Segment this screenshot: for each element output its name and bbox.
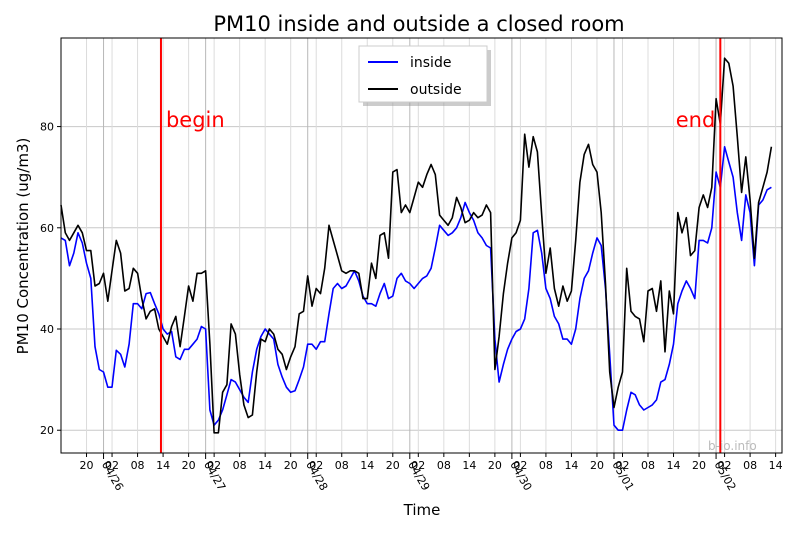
x-tick-label-27: 14 bbox=[769, 459, 783, 472]
marker-label-end: end bbox=[676, 108, 716, 132]
x-tick-label-0: 20 bbox=[80, 459, 94, 472]
x-tick-label-15: 14 bbox=[462, 459, 476, 472]
legend-label-inside: inside bbox=[410, 55, 451, 71]
x-axis-label: Time bbox=[403, 501, 441, 519]
marker-label-begin: begin bbox=[166, 108, 225, 132]
series-layer bbox=[60, 57, 773, 434]
x-tick-label-17: 02 bbox=[513, 459, 527, 472]
plot-frame bbox=[60, 37, 783, 454]
series-line-inside bbox=[60, 146, 772, 431]
grid bbox=[61, 38, 782, 453]
x-tick-label-19: 14 bbox=[564, 459, 578, 472]
series-line-outside bbox=[60, 57, 773, 434]
x-tick-label-10: 08 bbox=[335, 459, 349, 472]
x-tick-label-24: 20 bbox=[692, 459, 706, 472]
x-tick-label-20: 20 bbox=[590, 459, 604, 472]
legend-box bbox=[358, 45, 488, 103]
x-tick-label-22: 08 bbox=[641, 459, 655, 472]
chart-title: PM10 inside and outside a closed room bbox=[213, 12, 624, 36]
y-tick-label-40: 40 bbox=[40, 323, 54, 336]
x-tick-label-13: 02 bbox=[411, 459, 425, 472]
y-axis-label: PM10 Concentration (ug/m3) bbox=[14, 138, 32, 355]
marker-layer: begin end bbox=[159, 38, 722, 453]
date-tick-label-4: 04/30 bbox=[507, 459, 534, 493]
x-tick-label-14: 08 bbox=[437, 459, 451, 472]
x-tick-label-16: 20 bbox=[488, 459, 502, 472]
y-axis: 20 40 60 80 bbox=[40, 121, 61, 437]
x-tick-label-6: 08 bbox=[233, 459, 247, 472]
x-tick-label-1: 02 bbox=[105, 459, 119, 472]
x-tick-label-18: 08 bbox=[539, 459, 553, 472]
x-tick-label-7: 14 bbox=[258, 459, 272, 472]
x-tick-label-26: 08 bbox=[743, 459, 757, 472]
x-tick-label-11: 14 bbox=[360, 459, 374, 472]
date-tick-label-5: 05/01 bbox=[609, 459, 636, 493]
x-axis: 20 02 08 14 20 02 08 14 20 02 08 14 20 02 08 14 20 02 08 14… bbox=[80, 453, 783, 493]
watermark: b-io.info bbox=[708, 439, 757, 453]
x-tick-label-23: 14 bbox=[667, 459, 681, 472]
x-tick-label-25: 02 bbox=[718, 459, 732, 472]
x-tick-label-5: 02 bbox=[207, 459, 221, 472]
x-tick-label-12: 20 bbox=[386, 459, 400, 472]
x-tick-label-21: 02 bbox=[615, 459, 629, 472]
legend-label-outside: outside bbox=[410, 82, 462, 98]
x-tick-label-8: 20 bbox=[284, 459, 298, 472]
x-tick-label-3: 14 bbox=[156, 459, 170, 472]
date-tick-label-2: 04/28 bbox=[303, 459, 330, 493]
x-tick-label-2: 08 bbox=[131, 459, 145, 472]
date-tick-label-1: 04/27 bbox=[201, 459, 228, 493]
y-tick-label-20: 20 bbox=[40, 424, 54, 437]
y-tick-label-60: 60 bbox=[40, 222, 54, 235]
x-tick-label-9: 02 bbox=[309, 459, 323, 472]
x-tick-label-4: 20 bbox=[182, 459, 196, 472]
date-tick-label-6: 05/02 bbox=[711, 459, 738, 493]
legend: inside outside bbox=[358, 45, 491, 106]
date-tick-label-0: 04/26 bbox=[99, 459, 126, 493]
y-tick-label-80: 80 bbox=[40, 121, 54, 134]
date-tick-label-3: 04/29 bbox=[405, 459, 432, 493]
